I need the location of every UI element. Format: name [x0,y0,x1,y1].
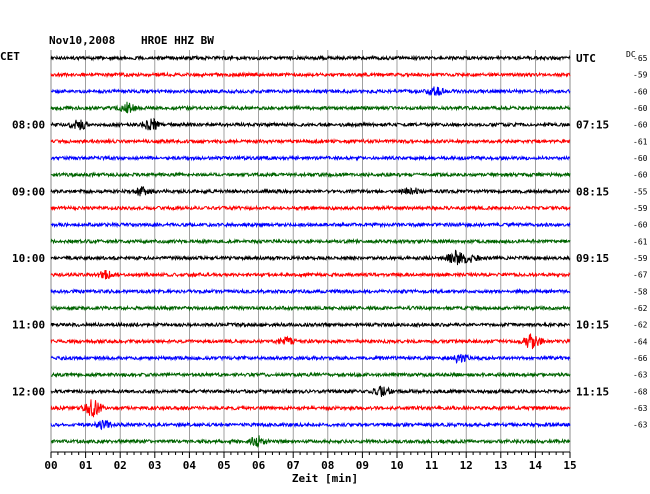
left-time-label: 10:00 [12,252,45,265]
right-time-label: 10:15 [576,319,609,332]
seismic-trace [50,270,571,280]
left-time-label: 12:00 [12,385,45,398]
dc-offset-label: -60 [633,154,648,163]
dc-offset-label: -59 [633,71,648,80]
x-tick-label: 13 [494,459,507,472]
seismic-trace [50,101,571,114]
seismic-trace [50,435,571,449]
seismic-trace [50,399,571,418]
right-time-label: 11:15 [576,385,609,398]
dc-label: DC [626,50,636,59]
x-tick-label: 11 [425,459,439,472]
seismic-trace [50,117,571,131]
left-time-label: 08:00 [12,119,45,132]
seismic-trace [50,371,571,379]
dc-offset-label: -55 [633,187,648,196]
dc-offset-label: -60 [633,221,648,230]
dc-offset-label: -59 [633,254,648,263]
seismic-trace [50,419,571,431]
dc-offset-label: -63 [633,404,648,413]
dc-offset-label: -61 [633,237,648,246]
seismic-trace [50,249,571,266]
seismic-trace [50,54,571,62]
x-tick-label: 06 [252,459,266,472]
seismic-trace [50,385,571,397]
seismic-trace [50,154,571,162]
seismic-trace [50,186,571,197]
x-tick-label: 12 [460,459,473,472]
seismic-trace [50,304,571,312]
chart-date: Nov10,2008 [49,34,115,47]
right-time-label: UTC [576,52,596,65]
dc-offset-label: -60 [633,87,648,96]
dc-offset-label: -63 [633,371,648,380]
dc-offset-label: -63 [633,421,648,430]
dc-offset-label: -61 [633,137,648,146]
label-layer: 00 01 02 03 04 05 06 07 08 09 10 11 12 13 14 15 08:00 09:… [12,52,648,472]
x-tick-label: 15 [563,459,576,472]
dc-offset-label: -64 [633,337,648,346]
x-tick-label: 03 [148,459,161,472]
left-timezone-label: CET [0,50,20,63]
right-time-label: 08:15 [576,185,609,198]
right-time-label: 09:15 [576,252,609,265]
dc-offset-label: -62 [633,304,648,313]
trace-layer [50,54,571,449]
left-time-label: 09:00 [12,185,45,198]
dc-offset-label: -67 [633,271,648,280]
dc-offset-label: -65 [633,54,648,63]
x-tick-label: 09 [356,459,369,472]
seismic-trace [50,171,571,179]
x-tick-label: 14 [529,459,543,472]
seismic-trace [50,353,571,364]
dc-offset-label: -60 [633,121,648,130]
right-time-label: 07:15 [576,119,609,132]
minute-grid [50,50,571,458]
seismic-trace [50,287,571,295]
x-tick-label: 02 [114,459,127,472]
x-tick-label: 08 [321,459,334,472]
x-tick-label: 01 [79,459,93,472]
seismic-trace [50,221,571,229]
x-tick-label: 07 [287,459,300,472]
x-tick-label: 00 [44,459,57,472]
chart-station: HROE HHZ BW [141,34,214,47]
seismic-trace [50,204,571,212]
dc-offset-label: -58 [633,287,648,296]
dc-offset-label: -62 [633,321,648,330]
seismic-trace [50,71,571,79]
seismic-trace [50,137,571,145]
dc-offset-label: -59 [633,204,648,213]
dc-offset-label: -60 [633,171,648,180]
x-tick-label: 05 [217,459,230,472]
dc-offset-label: -68 [633,387,648,396]
dc-offset-label: -60 [633,104,648,113]
dc-offset-label: -66 [633,354,648,363]
left-time-label: 11:00 [12,319,45,332]
x-tick-label: 04 [183,459,197,472]
seismic-trace [50,333,571,350]
seismic-trace [50,86,571,97]
x-tick-label: 10 [390,459,403,472]
seismic-trace [50,321,571,329]
seismic-trace [50,237,571,245]
x-axis-label: Zeit [min] [292,472,358,485]
